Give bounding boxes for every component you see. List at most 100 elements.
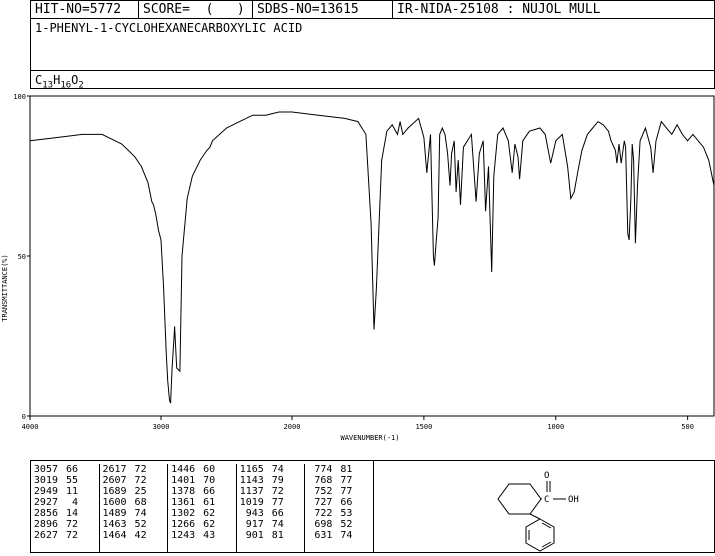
peak-transmittance: 68 xyxy=(134,497,147,508)
peak-wavenumber: 2949 xyxy=(33,486,58,497)
peak-row: 752 77 xyxy=(305,486,373,497)
peak-wavenumber: 917 xyxy=(245,519,264,530)
peak-row: 698 52 xyxy=(305,519,373,530)
peak-transmittance: 52 xyxy=(340,519,353,530)
peak-transmittance: 74 xyxy=(271,464,284,475)
peak-wavenumber: 1401 xyxy=(171,475,196,486)
peak-transmittance: 11 xyxy=(65,486,78,497)
peak-wavenumber: 1266 xyxy=(171,519,196,530)
peak-row: 1446 60 xyxy=(168,464,236,475)
peak-row: 1165 74 xyxy=(237,464,305,475)
y-tick-label-100: 100 xyxy=(13,93,26,101)
peak-row: 1361 61 xyxy=(168,497,236,508)
peak-wavenumber: 2896 xyxy=(33,519,58,530)
peak-column: 1165 74 1143 79 1137 72 1019 77 943 66 917 74 901 81 xyxy=(237,464,306,553)
peak-row: 1463 52 xyxy=(100,519,168,530)
peak-wavenumber: 2927 xyxy=(33,497,58,508)
peak-transmittance: 62 xyxy=(203,508,216,519)
peak-row: 1489 74 xyxy=(100,508,168,519)
peak-row: 1137 72 xyxy=(237,486,305,497)
peak-row: 2856 14 xyxy=(31,508,99,519)
x-tick-label-1500: 1500 xyxy=(415,423,432,431)
formula-h: H xyxy=(53,73,61,87)
peak-wavenumber: 2627 xyxy=(33,530,58,541)
structure-box: C O OH xyxy=(373,460,715,553)
formula-h-count: 16 xyxy=(60,80,72,91)
peak-row: 1019 77 xyxy=(237,497,305,508)
peak-wavenumber: 1689 xyxy=(102,486,127,497)
x-tick-label-500: 500 xyxy=(681,423,694,431)
peak-wavenumber: 1361 xyxy=(171,497,196,508)
ir-info-label: IR-NIDA-25108 : NUJOL MULL xyxy=(397,2,601,17)
peak-wavenumber: 2617 xyxy=(102,464,127,475)
formula-o: O xyxy=(71,73,79,87)
peak-transmittance: 72 xyxy=(65,519,78,530)
peak-row: 1689 25 xyxy=(100,486,168,497)
peak-row: 1302 62 xyxy=(168,508,236,519)
peak-wavenumber: 1165 xyxy=(239,464,264,475)
peak-row: 2949 11 xyxy=(31,486,99,497)
y-tick-label-0: 0 xyxy=(22,413,26,421)
peak-transmittance: 74 xyxy=(134,508,147,519)
peak-row: 2896 72 xyxy=(31,519,99,530)
peak-transmittance: 70 xyxy=(203,475,216,486)
y-tick-label-50: 50 xyxy=(18,253,26,261)
peak-row: 631 74 xyxy=(305,530,373,541)
peak-row: 901 81 xyxy=(237,530,305,541)
peak-wavenumber: 1019 xyxy=(239,497,264,508)
peak-transmittance: 72 xyxy=(271,486,284,497)
peak-transmittance: 14 xyxy=(65,508,78,519)
peak-transmittance: 25 xyxy=(134,486,147,497)
peak-transmittance: 61 xyxy=(203,497,216,508)
peak-transmittance: 79 xyxy=(271,475,284,486)
peak-wavenumber: 631 xyxy=(314,530,333,541)
peak-transmittance: 4 xyxy=(71,497,78,508)
peak-row: 1378 66 xyxy=(168,486,236,497)
peak-table: 3057 66 3019 55 2949 11 2927 4 2856 14 2896 72 2627 7… xyxy=(30,460,374,553)
peak-transmittance: 66 xyxy=(65,464,78,475)
peak-wavenumber: 1600 xyxy=(102,497,127,508)
peak-wavenumber: 3057 xyxy=(33,464,58,475)
sdbs-no-label: SDBS-NO=13615 xyxy=(253,1,393,19)
hit-no-label: HIT-NO=5772 xyxy=(31,1,139,19)
peak-row: 2927 4 xyxy=(31,497,99,508)
peak-transmittance: 43 xyxy=(203,530,216,541)
peak-row: 2607 72 xyxy=(100,475,168,486)
peak-row: 2617 72 xyxy=(100,464,168,475)
peak-wavenumber: 1463 xyxy=(102,519,127,530)
y-axis-label: TRANSMITTANCE(%) xyxy=(1,254,9,321)
peak-row: 722 53 xyxy=(305,508,373,519)
peak-wavenumber: 1378 xyxy=(171,486,196,497)
peak-transmittance: 66 xyxy=(271,508,284,519)
hydroxyl-label: OH xyxy=(568,495,579,505)
peak-transmittance: 72 xyxy=(65,530,78,541)
score-label: SCORE= ( ) xyxy=(139,1,253,19)
formula-c: C xyxy=(35,73,43,87)
peak-transmittance: 55 xyxy=(65,475,78,486)
peak-wavenumber: 1137 xyxy=(239,486,264,497)
peak-row: 943 66 xyxy=(237,508,305,519)
peak-wavenumber: 727 xyxy=(314,497,333,508)
x-tick-label-4000: 4000 xyxy=(22,423,39,431)
peak-transmittance: 42 xyxy=(134,530,147,541)
peak-row: 1243 43 xyxy=(168,530,236,541)
peak-wavenumber: 1243 xyxy=(171,530,196,541)
x-tick-label-1000: 1000 xyxy=(547,423,564,431)
peak-row: 774 81 xyxy=(305,464,373,475)
compound-name: 1-PHENYL-1-CYCLOHEXANECARBOXYLIC ACID xyxy=(35,21,303,35)
peak-transmittance: 77 xyxy=(340,486,353,497)
peak-row: 2627 72 xyxy=(31,530,99,541)
peak-wavenumber: 722 xyxy=(314,508,333,519)
peak-transmittance: 66 xyxy=(340,497,353,508)
formula-divider xyxy=(31,70,714,71)
peak-row: 768 77 xyxy=(305,475,373,486)
peak-transmittance: 81 xyxy=(340,464,353,475)
peak-wavenumber: 3019 xyxy=(33,475,58,486)
peak-wavenumber: 698 xyxy=(314,519,333,530)
peak-row: 3019 55 xyxy=(31,475,99,486)
peak-column: 3057 66 3019 55 2949 11 2927 4 2856 14 2896 72 2627 7… xyxy=(31,464,100,553)
peak-transmittance: 60 xyxy=(203,464,216,475)
benzene-ring xyxy=(525,518,555,552)
peak-row: 1464 42 xyxy=(100,530,168,541)
